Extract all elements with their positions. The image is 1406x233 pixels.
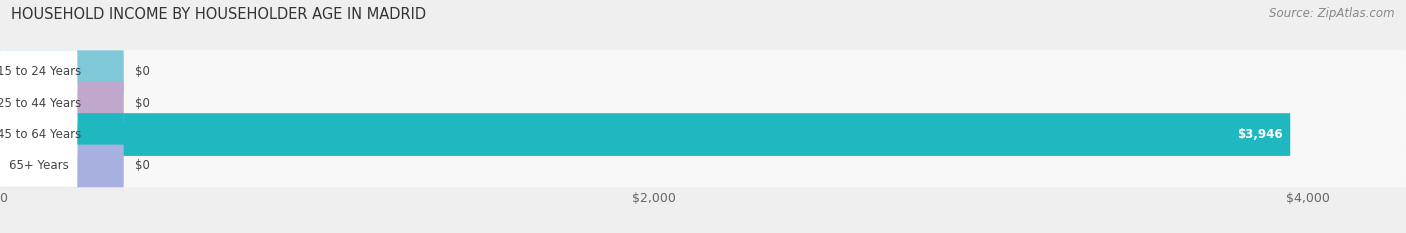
Text: 45 to 64 Years: 45 to 64 Years	[0, 128, 80, 141]
Text: 15 to 24 Years: 15 to 24 Years	[0, 65, 80, 78]
Text: HOUSEHOLD INCOME BY HOUSEHOLDER AGE IN MADRID: HOUSEHOLD INCOME BY HOUSEHOLDER AGE IN M…	[11, 7, 426, 22]
FancyBboxPatch shape	[0, 113, 1291, 156]
FancyBboxPatch shape	[0, 82, 118, 124]
FancyBboxPatch shape	[0, 145, 77, 187]
FancyBboxPatch shape	[0, 82, 77, 124]
FancyBboxPatch shape	[0, 145, 118, 187]
FancyBboxPatch shape	[0, 50, 118, 93]
Text: Source: ZipAtlas.com: Source: ZipAtlas.com	[1270, 7, 1395, 20]
FancyBboxPatch shape	[0, 113, 1406, 156]
Text: $0: $0	[135, 97, 150, 110]
Text: 25 to 44 Years: 25 to 44 Years	[0, 97, 80, 110]
FancyBboxPatch shape	[0, 50, 1406, 93]
Text: 65+ Years: 65+ Years	[8, 159, 69, 172]
FancyBboxPatch shape	[0, 113, 77, 156]
FancyBboxPatch shape	[0, 50, 124, 93]
Text: $0: $0	[135, 65, 150, 78]
FancyBboxPatch shape	[0, 145, 1406, 187]
Text: $3,946: $3,946	[1237, 128, 1284, 141]
FancyBboxPatch shape	[0, 145, 124, 187]
Text: $0: $0	[135, 159, 150, 172]
FancyBboxPatch shape	[0, 82, 124, 124]
FancyBboxPatch shape	[0, 82, 1406, 124]
FancyBboxPatch shape	[0, 113, 124, 156]
FancyBboxPatch shape	[0, 113, 118, 156]
FancyBboxPatch shape	[0, 50, 77, 93]
